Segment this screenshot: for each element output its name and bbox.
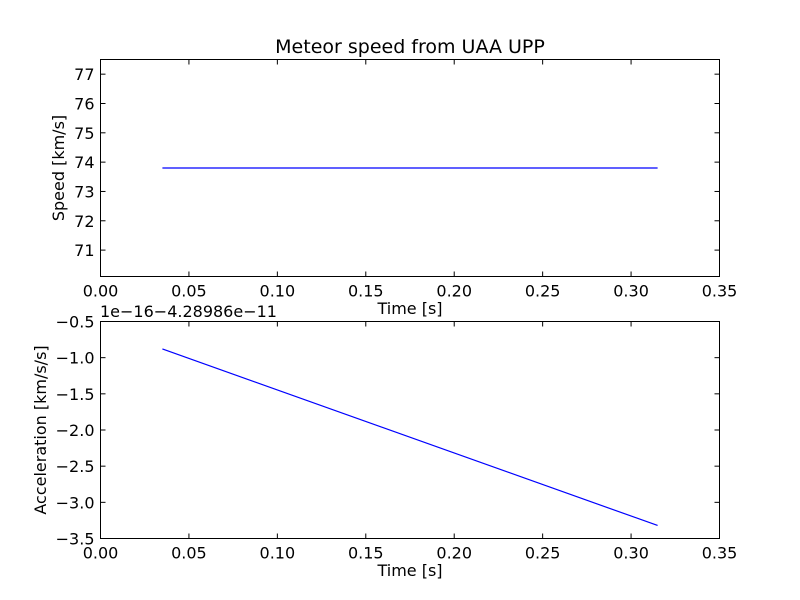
speed-y-ticks: 71 72 73 74 75 76 77 <box>74 65 720 260</box>
acceleration-y-tick-label-4: −1.5 <box>56 385 95 404</box>
speed-chart-title: Meteor speed from UAA UPP <box>275 36 545 58</box>
speed-x-tick-label-5: 0.25 <box>525 282 561 301</box>
speed-x-tick-label-7: 0.35 <box>702 282 738 301</box>
speed-y-tick-label-4: 75 <box>74 124 94 143</box>
speed-x-ticks: 0.00 0.05 0.10 0.15 0.20 0.25 0.30 0.35 <box>83 59 738 301</box>
acceleration-x-tick-label-4: 0.20 <box>436 544 472 563</box>
speed-y-axis-label: Speed [km/s] <box>49 115 68 221</box>
speed-x-tick-label-3: 0.15 <box>348 282 384 301</box>
acceleration-x-tick-label-2: 0.10 <box>260 544 296 563</box>
acceleration-x-tick-label-3: 0.15 <box>348 544 384 563</box>
acceleration-y-tick-label-2: −2.5 <box>56 457 95 476</box>
speed-y-tick-label-2: 73 <box>74 182 94 201</box>
speed-y-tick-label-0: 71 <box>74 241 94 260</box>
speed-x-tick-label-2: 0.10 <box>260 282 296 301</box>
acceleration-y-tick-label-0: −3.5 <box>56 530 95 549</box>
acceleration-y-tick-label-1: −3.0 <box>56 493 95 512</box>
acceleration-y-ticks: −3.5 −3.0 −2.5 −2.0 −1.5 −1.0 −0.5 <box>56 313 720 549</box>
acceleration-panel: 0.00 0.05 0.10 0.15 0.20 0.25 0.30 0.35 −3.5−3.… <box>31 302 737 580</box>
speed-y-tick-label-5: 76 <box>74 94 94 113</box>
acceleration-x-ticks: 0.00 0.05 0.10 0.15 0.20 0.25 0.30 0.35 <box>83 321 738 563</box>
acceleration-offset-text: 1e−16−4.28986e−11 <box>100 302 277 321</box>
speed-y-tick-label-3: 74 <box>74 153 94 172</box>
speed-x-tick-label-0: 0.00 <box>83 282 119 301</box>
acceleration-y-axis-label: Acceleration [km/s/s] <box>31 345 50 514</box>
acceleration-x-axis-label: Time [s] <box>376 561 442 580</box>
speed-x-axis-label: Time [s] <box>376 299 442 318</box>
acceleration-x-tick-label-6: 0.30 <box>613 544 649 563</box>
acceleration-series-line-0 <box>162 348 658 527</box>
speed-y-tick-label-1: 72 <box>74 212 94 231</box>
acceleration-y-tick-label-5: −1.0 <box>56 349 95 368</box>
speed-panel: Meteor speed from UAA UPP 0.00 0.05 0.10 0.… <box>49 36 737 318</box>
speed-x-tick-label-6: 0.30 <box>613 282 649 301</box>
acceleration-y-tick-label-6: −0.5 <box>56 313 95 332</box>
speed-x-tick-label-1: 0.05 <box>171 282 207 301</box>
speed-y-tick-label-6: 77 <box>74 65 94 84</box>
acceleration-x-tick-label-1: 0.05 <box>171 544 207 563</box>
acceleration-series-group <box>162 348 658 527</box>
acceleration-x-tick-label-5: 0.25 <box>525 544 561 563</box>
acceleration-x-tick-label-7: 0.35 <box>702 544 738 563</box>
speed-x-tick-label-4: 0.20 <box>436 282 472 301</box>
acceleration-y-tick-label-3: −2.0 <box>56 421 95 440</box>
speed-plot-frame <box>100 59 720 277</box>
acceleration-x-tick-label-0: 0.00 <box>83 544 119 563</box>
